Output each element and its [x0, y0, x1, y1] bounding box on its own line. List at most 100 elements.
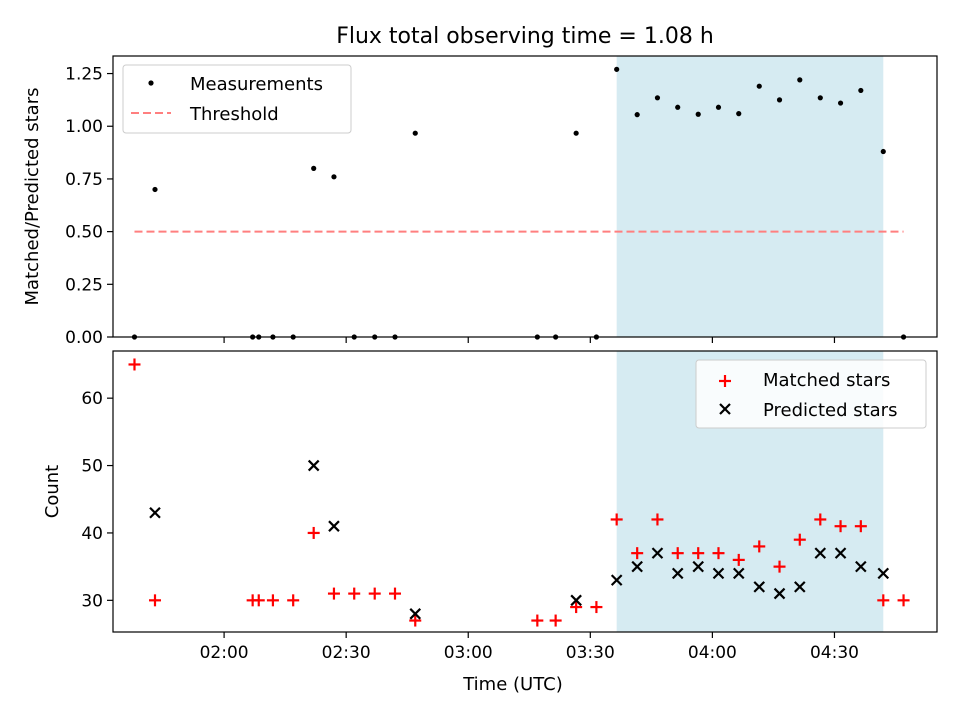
predicted-star-point [307, 459, 320, 472]
bottom-y-ticks: 30 40 50 60 [81, 389, 113, 611]
bottom-y-axis-label: Count [42, 465, 63, 518]
predicted-star-point [712, 567, 725, 580]
matched-star-point [148, 594, 161, 607]
matched-star-point [307, 526, 320, 539]
legend-predicted-marker [719, 403, 731, 415]
measurement-point [634, 112, 640, 118]
matched-star-point [287, 594, 300, 607]
y-tick-label: 60 [81, 389, 103, 409]
bottom-x-ticks: 02:00 02:30 03:00 03:30 04:00 04:30 [200, 632, 859, 663]
measurement-point [776, 97, 783, 103]
measurement-point [736, 110, 742, 117]
matched-star-point [651, 513, 664, 526]
matched-star-point [814, 513, 827, 526]
matched-star-point [753, 540, 766, 553]
matched-star-point [266, 594, 279, 607]
matched-star-point [610, 513, 623, 526]
matched-star-point [348, 587, 361, 600]
matched-star-point [793, 533, 806, 546]
matched-star-point [897, 594, 910, 607]
measurement-point [152, 186, 158, 193]
predicted-star-point [570, 594, 582, 607]
top-y-axis-label: Matched/Predicted stars [22, 88, 43, 306]
predicted-star-point [732, 567, 745, 580]
legend-matched-marker [719, 375, 731, 387]
predicted-star-point [692, 560, 705, 573]
measurement-point [614, 66, 620, 72]
bottom-marks [128, 358, 910, 627]
matched-star-point [128, 358, 141, 371]
legend-predicted-label: Predicted stars [763, 400, 897, 421]
top-panel: Measurements Threshold 0.00 0.25 0.50 0.75 1… [22, 55, 938, 348]
top-y-ticks: 0.00 0.25 0.50 0.75 1.00 1.25 [65, 65, 113, 348]
y-tick-label: 0.00 [65, 328, 103, 348]
measurement-point [412, 130, 418, 136]
y-tick-label: 1.25 [65, 65, 103, 85]
measurement-point [675, 104, 681, 110]
measurement-point [817, 95, 823, 101]
y-tick-label: 40 [81, 524, 103, 544]
matched-star-point [252, 594, 265, 607]
y-tick-label: 0.25 [65, 275, 103, 295]
x-tick-label: 02:30 [322, 643, 371, 663]
matched-star-point [712, 547, 725, 560]
predicted-star-point [409, 608, 422, 620]
legend-measurements-marker [148, 80, 154, 86]
matched-star-point [877, 594, 890, 607]
bottom-legend: Matched stars Predicted stars [695, 359, 927, 429]
figure-title: Flux total observing time = 1.08 h [336, 24, 714, 49]
matched-star-point [590, 601, 603, 614]
matched-star-point [388, 587, 401, 600]
measurement-point [837, 100, 844, 106]
measurement-point [654, 95, 661, 101]
x-tick-label: 03:30 [566, 643, 615, 663]
matched-star-point [549, 614, 562, 627]
matched-star-point [773, 560, 786, 573]
predicted-star-point [328, 520, 340, 532]
y-tick-label: 0.75 [65, 170, 103, 190]
y-tick-label: 30 [81, 591, 103, 611]
matched-star-point [834, 520, 847, 533]
matched-star-point [732, 553, 745, 566]
predicted-star-point [794, 581, 806, 593]
top-x-ticks [223, 337, 836, 343]
predicted-star-point [834, 547, 847, 559]
y-tick-label: 50 [81, 457, 103, 477]
measurement-point [797, 77, 803, 83]
matched-star-point [409, 614, 422, 627]
top-axes-frame [112, 55, 938, 338]
x-tick-label: 03:00 [444, 643, 493, 663]
predicted-star-point [149, 506, 161, 519]
measurement-point [331, 174, 337, 180]
measurement-point [573, 130, 579, 136]
predicted-star-point [651, 547, 664, 559]
measurement-point [858, 87, 864, 94]
top-legend: Measurements Threshold [122, 64, 352, 134]
bottom-panel: Matched stars Predicted stars 30 40 50 60 0… [42, 350, 938, 695]
bottom-axes-frame [112, 350, 938, 633]
predicted-star-point [855, 560, 867, 573]
measurement-point [715, 104, 722, 110]
legend-measurements-label: Measurements [190, 74, 323, 95]
matched-star-point [854, 520, 867, 533]
measurement-point [756, 83, 762, 89]
matched-star-point [671, 547, 684, 560]
matched-star-point [631, 547, 644, 560]
legend-matched-label: Matched stars [763, 370, 890, 391]
predicted-star-point [610, 574, 623, 586]
x-tick-label: 02:00 [200, 643, 249, 663]
measurement-point [311, 165, 317, 171]
legend-threshold-label: Threshold [189, 104, 279, 125]
predicted-star-point [814, 547, 827, 559]
measurement-point [695, 111, 701, 117]
matched-star-point [327, 587, 340, 600]
top-marks [131, 66, 907, 340]
x-tick-label: 04:00 [688, 643, 737, 663]
predicted-star-point [631, 560, 643, 573]
x-axis-label: Time (UTC) [462, 674, 563, 695]
predicted-star-point [671, 567, 684, 580]
predicted-star-point [753, 581, 766, 593]
y-tick-label: 0.50 [65, 223, 103, 243]
matched-star-point [570, 601, 583, 614]
